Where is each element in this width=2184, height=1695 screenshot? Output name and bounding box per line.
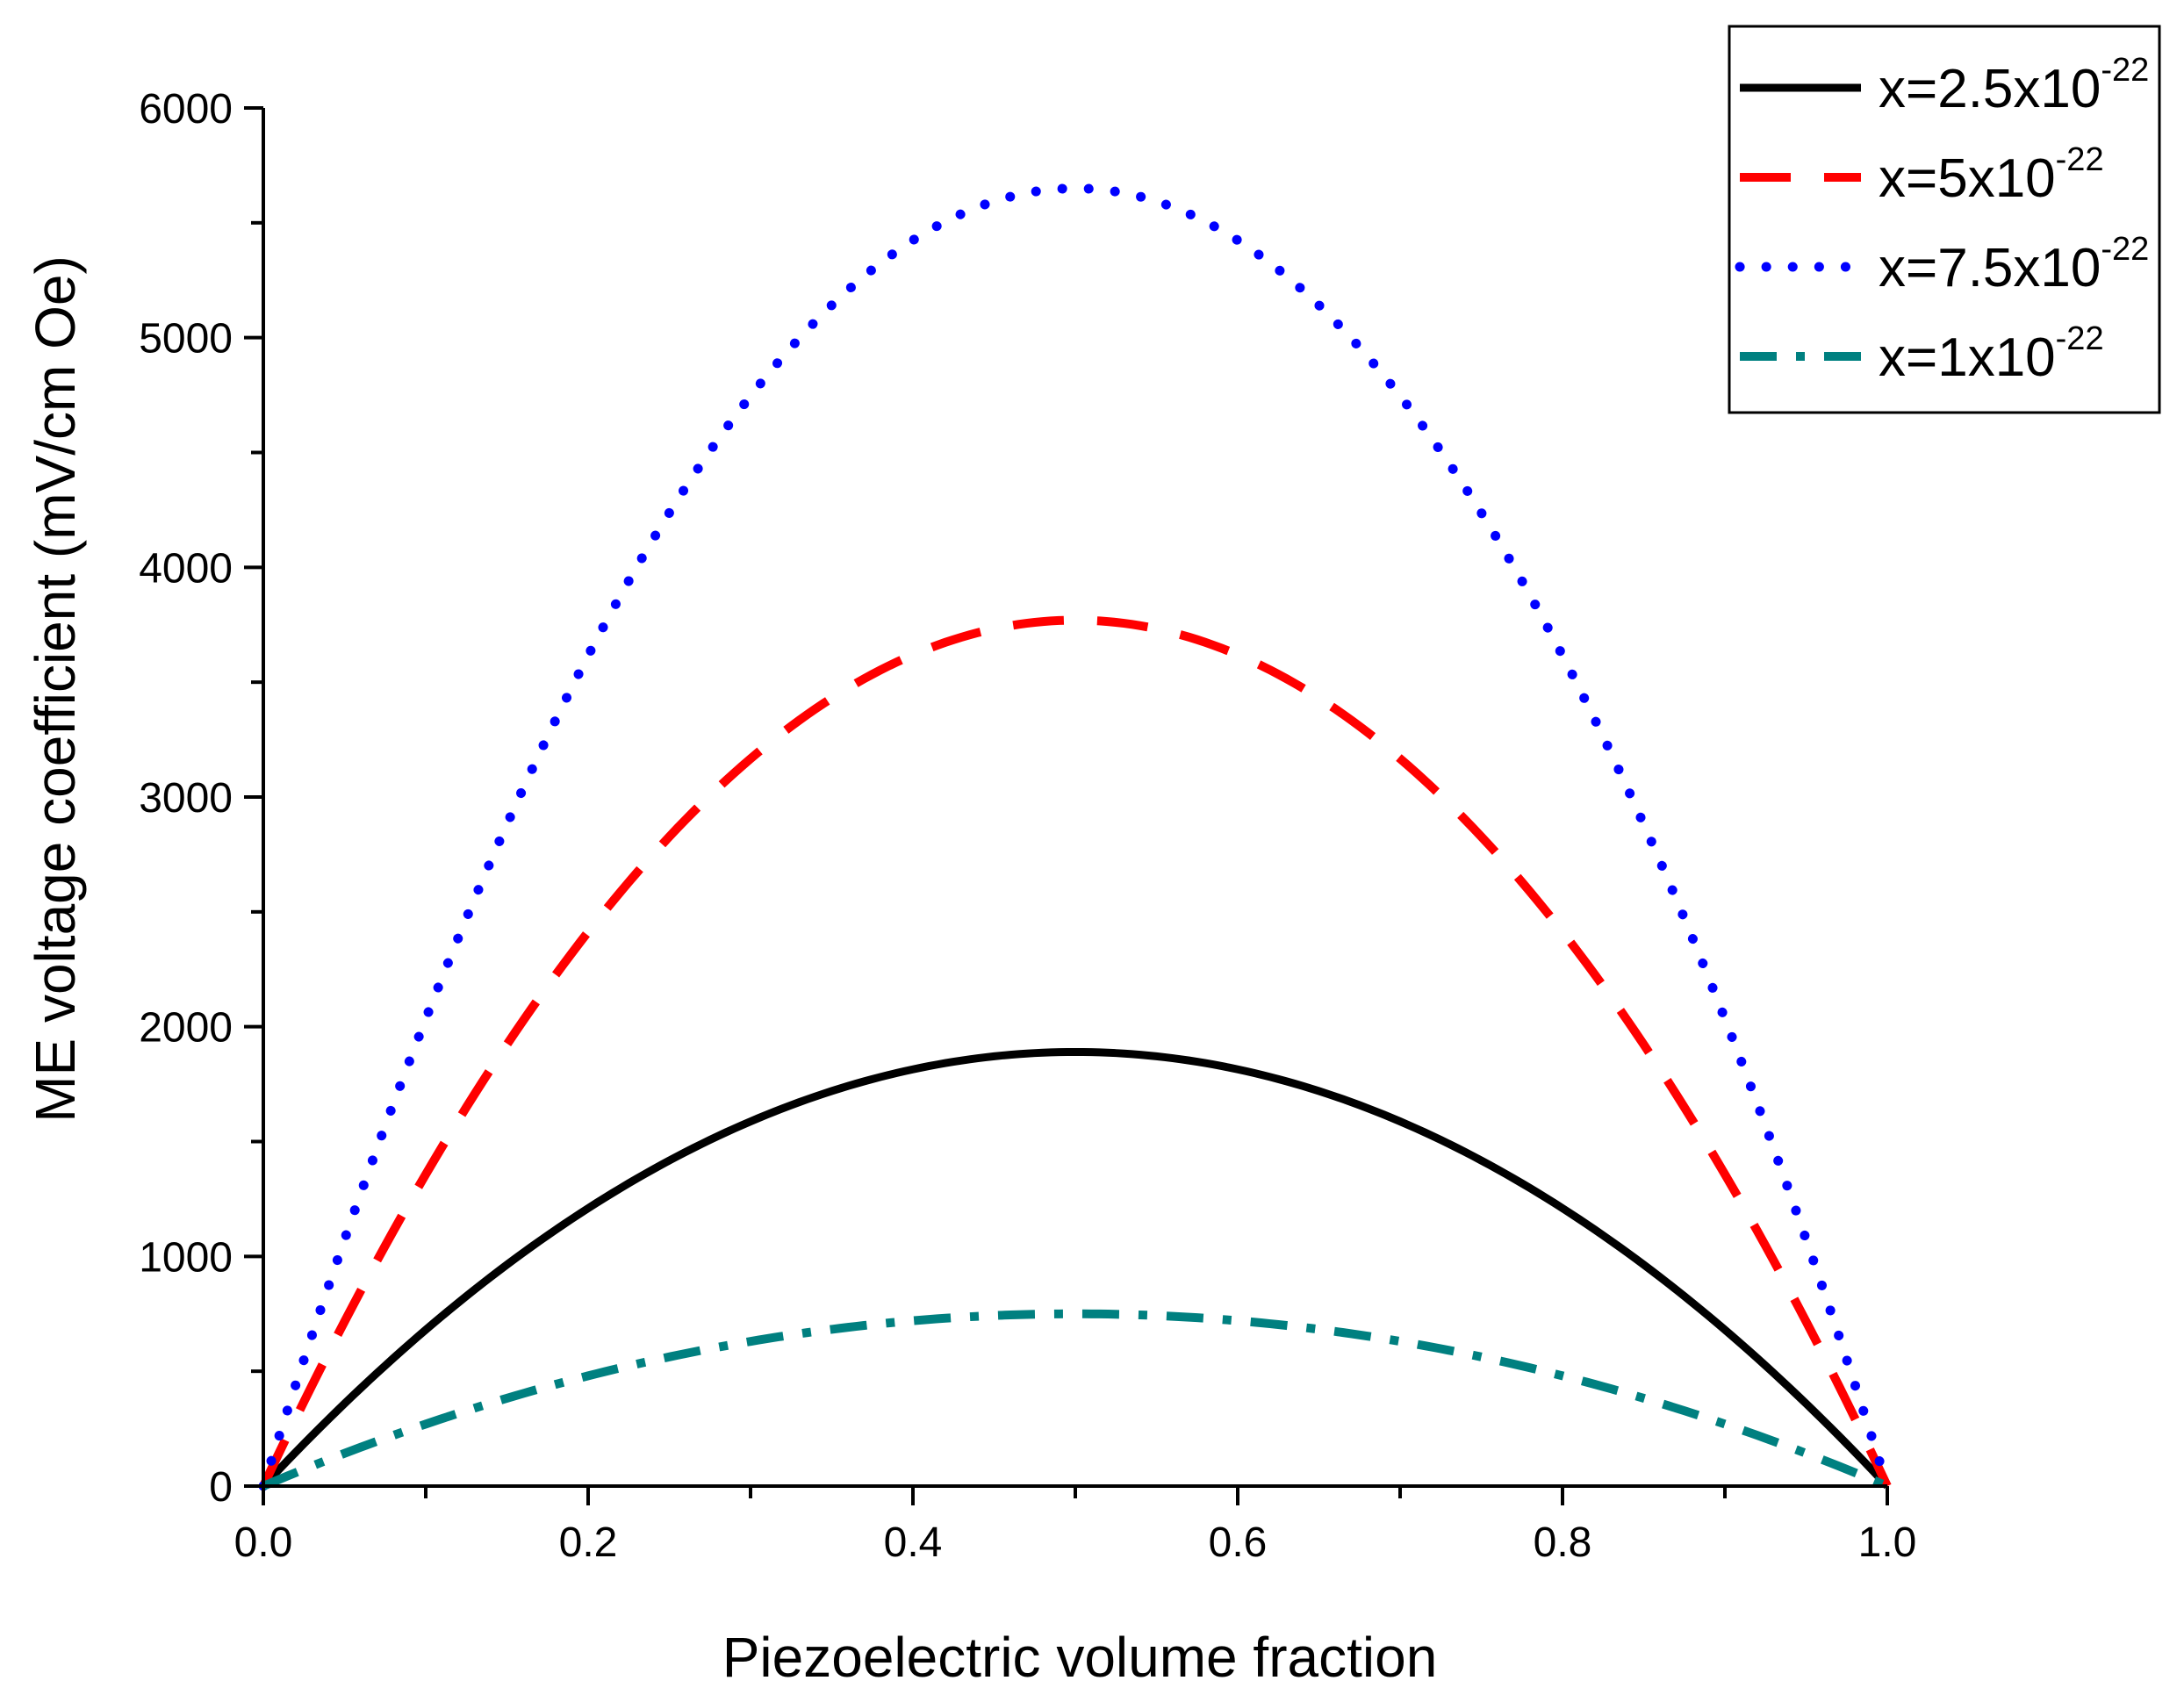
y-tick-label: 2000	[139, 1005, 233, 1052]
y-tick-label: 0	[209, 1464, 233, 1511]
x-tick-label: 0.4	[884, 1519, 943, 1566]
x-tick-label: 0.8	[1534, 1519, 1592, 1566]
series-line-3	[258, 183, 1893, 1491]
x-tick-label: 0.0	[234, 1519, 293, 1566]
series-line-2	[259, 615, 1892, 1489]
ticks: 0.0 0.2 0.4 0.6 0.8 1.0 0 1000 2000 3000 4000 5000 6…	[139, 86, 1916, 1566]
y-tick-label: 1000	[139, 1234, 233, 1281]
y-tick-label: 3000	[139, 775, 233, 822]
y-tick-label: 4000	[139, 545, 233, 592]
y-axis-title: ME voltage coefficient (mV/cm Oe)	[24, 255, 87, 1123]
legend: x=2.5x10-22x=5x10-22x=7.5x10-22x=1x10-22	[1728, 25, 2161, 414]
y-tick-label: 6000	[139, 86, 233, 133]
plot-curves	[258, 183, 1893, 1491]
y-tick-label: 5000	[139, 316, 233, 363]
axes	[262, 108, 1887, 1488]
x-axis-title: Piezoelectric volume fraction	[722, 1626, 1438, 1689]
series-line-1	[260, 1047, 1891, 1490]
x-tick-label: 0.2	[559, 1519, 618, 1566]
x-tick-label: 1.0	[1858, 1519, 1917, 1566]
x-tick-label: 0.6	[1209, 1519, 1268, 1566]
series-line-4	[262, 1309, 1889, 1490]
legend-label-1: x=2.5x10-22	[1879, 52, 2149, 119]
